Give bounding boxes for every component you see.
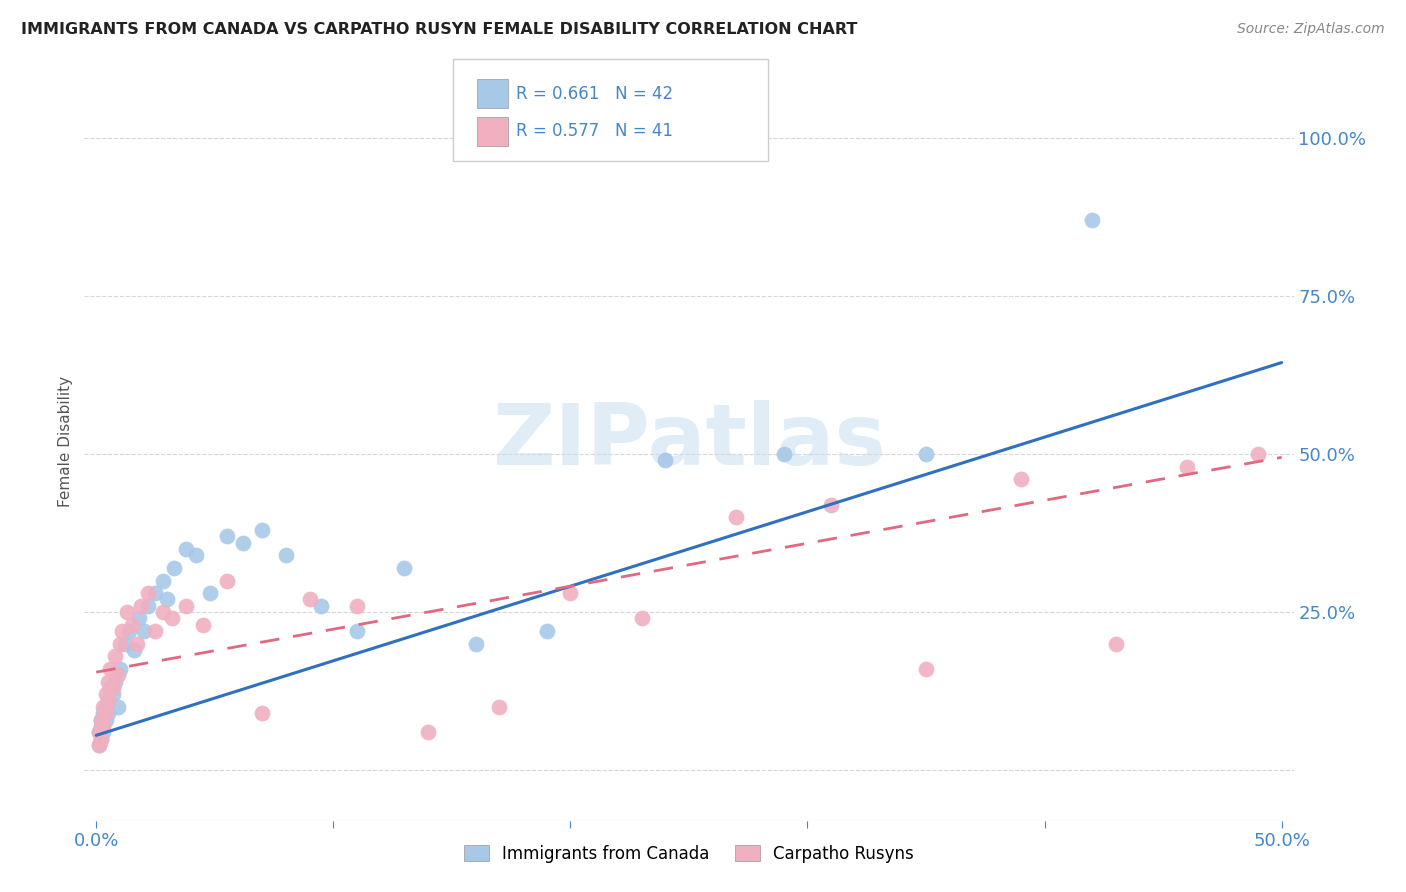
Point xyxy=(97,674,120,689)
Point xyxy=(97,693,120,707)
Point xyxy=(160,611,183,625)
Point xyxy=(128,611,150,625)
Point xyxy=(111,624,134,639)
Point xyxy=(346,599,368,613)
Point xyxy=(91,725,114,739)
Point xyxy=(1105,637,1128,651)
Point xyxy=(820,498,842,512)
Point xyxy=(274,548,297,563)
Text: R = 0.661   N = 42: R = 0.661 N = 42 xyxy=(516,85,673,103)
Point xyxy=(87,725,110,739)
Point xyxy=(250,523,273,537)
Point xyxy=(114,637,136,651)
Legend: Immigrants from Canada, Carpatho Rusyns: Immigrants from Canada, Carpatho Rusyns xyxy=(457,838,921,869)
Point xyxy=(145,586,167,600)
Bar xyxy=(478,79,508,108)
Point xyxy=(1247,447,1270,461)
Point xyxy=(163,561,186,575)
Point xyxy=(1175,459,1198,474)
Text: R = 0.577   N = 41: R = 0.577 N = 41 xyxy=(516,122,673,140)
Point xyxy=(108,637,131,651)
Point xyxy=(91,706,114,721)
Point xyxy=(772,447,794,461)
Text: ZIPatlas: ZIPatlas xyxy=(492,400,886,483)
Point xyxy=(118,624,141,639)
Point xyxy=(536,624,558,639)
Point xyxy=(215,574,238,588)
Point xyxy=(418,725,440,739)
Point xyxy=(100,662,122,676)
Point xyxy=(94,687,117,701)
Point xyxy=(94,706,117,721)
Point xyxy=(488,699,510,714)
Point xyxy=(191,617,214,632)
Point xyxy=(121,617,143,632)
Text: IMMIGRANTS FROM CANADA VS CARPATHO RUSYN FEMALE DISABILITY CORRELATION CHART: IMMIGRANTS FROM CANADA VS CARPATHO RUSYN… xyxy=(21,22,858,37)
Point xyxy=(184,548,207,563)
Point xyxy=(176,541,198,556)
Point xyxy=(138,599,160,613)
Point xyxy=(90,713,112,727)
Point xyxy=(152,605,174,619)
Point xyxy=(115,605,138,619)
Point xyxy=(346,624,368,639)
Point xyxy=(90,731,112,746)
Point xyxy=(125,637,148,651)
Point xyxy=(107,668,129,682)
Point xyxy=(156,592,179,607)
Point xyxy=(250,706,273,721)
Point xyxy=(104,674,127,689)
Point xyxy=(90,719,112,733)
Point xyxy=(129,599,152,613)
Point xyxy=(94,713,117,727)
Point xyxy=(108,662,131,676)
Point xyxy=(176,599,198,613)
Point xyxy=(152,574,174,588)
Point xyxy=(104,649,127,664)
Point xyxy=(464,637,486,651)
Point xyxy=(87,738,110,752)
Point xyxy=(311,599,333,613)
Point xyxy=(394,561,416,575)
Point xyxy=(654,453,676,467)
Point xyxy=(90,731,112,746)
Point xyxy=(630,611,652,625)
Point xyxy=(91,699,114,714)
Point xyxy=(560,586,582,600)
Point xyxy=(132,624,155,639)
Point xyxy=(122,643,145,657)
Point xyxy=(215,529,238,543)
Point xyxy=(915,662,938,676)
Point xyxy=(100,681,122,695)
Point xyxy=(198,586,221,600)
Point xyxy=(1081,213,1104,227)
Point xyxy=(87,738,110,752)
Point xyxy=(91,719,114,733)
FancyBboxPatch shape xyxy=(453,59,768,161)
Point xyxy=(101,681,124,695)
Point xyxy=(97,706,120,721)
Point xyxy=(101,687,124,701)
Point xyxy=(87,725,110,739)
Point xyxy=(232,535,254,549)
Text: Source: ZipAtlas.com: Source: ZipAtlas.com xyxy=(1237,22,1385,37)
Y-axis label: Female Disability: Female Disability xyxy=(58,376,73,508)
Point xyxy=(298,592,321,607)
Point xyxy=(90,713,112,727)
Point xyxy=(107,699,129,714)
Point xyxy=(1010,473,1032,487)
Point xyxy=(915,447,938,461)
Point xyxy=(94,699,117,714)
Point xyxy=(97,693,120,707)
Point xyxy=(145,624,167,639)
Point xyxy=(138,586,160,600)
Bar xyxy=(478,117,508,145)
Point xyxy=(725,510,748,524)
